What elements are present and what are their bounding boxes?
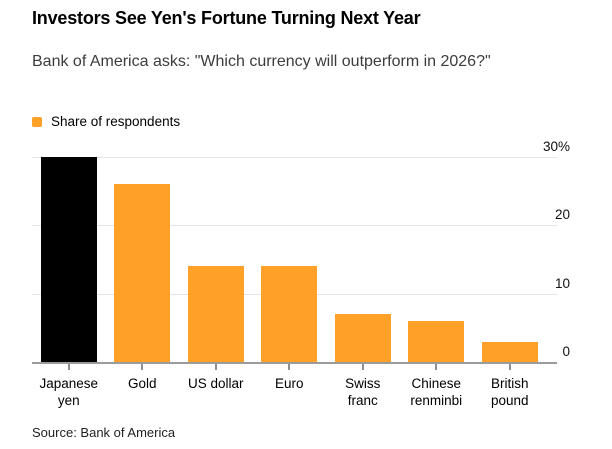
source-note: Source: Bank of America <box>32 425 176 440</box>
gridline-30 <box>32 157 557 158</box>
bars-container <box>32 157 557 362</box>
bar-us-dollar <box>187 266 244 362</box>
legend: Share of respondents <box>32 114 180 129</box>
chart-title: Investors See Yen's Fortune Turning Next… <box>32 8 421 28</box>
bar-swiss-franc <box>334 314 391 362</box>
category-label-euro: Euro <box>274 376 304 391</box>
x-tick <box>214 364 217 370</box>
bar-euro <box>261 266 318 362</box>
x-tick <box>435 364 438 370</box>
chart-subtitle: Bank of America asks: "Which currency wi… <box>32 53 491 70</box>
bar-slot <box>400 157 474 362</box>
category-label-swiss-franc: Swiss franc <box>345 376 381 408</box>
y-tick-label-0: 0 <box>562 344 570 359</box>
x-slot: Japanese yen <box>32 364 106 409</box>
bar-slot <box>253 157 327 362</box>
x-axis: Japanese yen Gold US dollar Euro Swiss franc Ch… <box>32 364 557 409</box>
legend-label: Share of respondents <box>51 114 181 129</box>
category-label-gold: Gold <box>127 376 157 391</box>
x-tick <box>361 364 364 370</box>
x-slot: Gold <box>106 364 180 409</box>
x-tick <box>288 364 291 370</box>
x-tick <box>141 364 144 370</box>
x-slot: Euro <box>253 364 327 409</box>
bar-slot <box>106 157 180 362</box>
bar-japanese-yen <box>40 157 97 362</box>
x-tick <box>67 364 70 370</box>
category-label-british-pound: British pound <box>490 376 529 408</box>
category-label-japanese-yen: Japanese yen <box>39 376 99 408</box>
y-tick-label-20: 20 <box>554 207 570 223</box>
gridline-20 <box>32 225 557 227</box>
bar-chinese-renminbi <box>408 321 465 362</box>
x-slot: Swiss franc <box>326 364 400 409</box>
x-slot: Chinese renminbi <box>400 364 474 409</box>
x-tick <box>508 364 511 370</box>
bar-slot <box>32 157 106 362</box>
bar-slot <box>473 157 547 362</box>
bar-slot <box>326 157 400 362</box>
category-label-us-dollar: US dollar <box>187 376 244 391</box>
category-label-chinese-renminbi: Chinese renminbi <box>410 376 463 408</box>
bar-gold <box>114 184 171 362</box>
y-tick-label-10: 10 <box>554 275 570 291</box>
y-tick-label-30: 30% <box>542 139 570 154</box>
bar-slot <box>179 157 253 362</box>
plot-area <box>32 157 557 364</box>
x-slot: British pound <box>473 364 547 409</box>
legend-swatch-icon <box>32 116 42 127</box>
bar-british-pound <box>481 341 538 362</box>
x-slot: US dollar <box>179 364 253 409</box>
